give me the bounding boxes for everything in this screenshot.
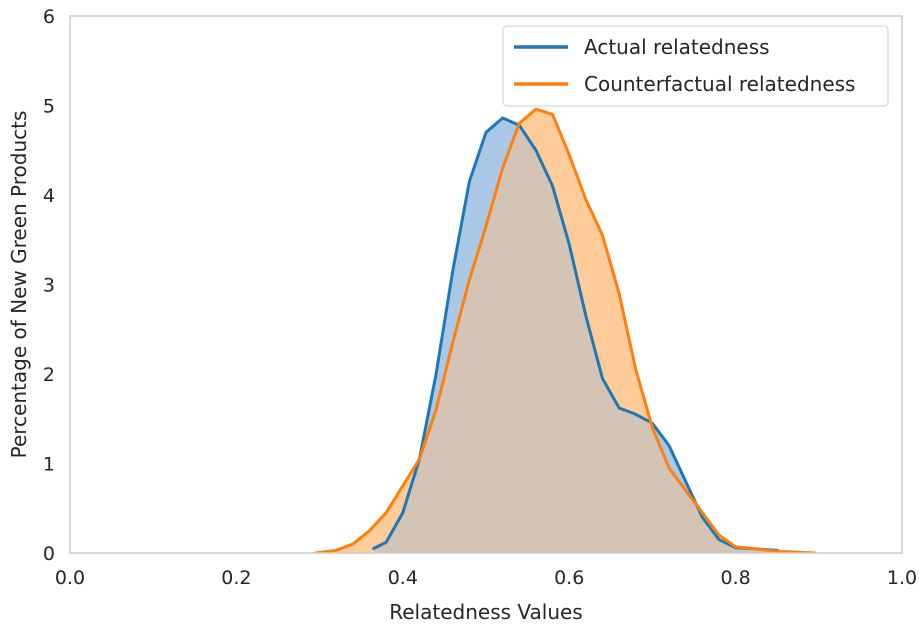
x-tick-label: 0.4 — [388, 567, 418, 589]
legend-label-actual: Actual relatedness — [584, 35, 770, 59]
fill-overlap — [373, 126, 778, 553]
axes-frame — [69, 15, 903, 554]
y-axis-ticks: 0 1 2 3 4 5 6 — [43, 6, 55, 565]
x-axis-ticks: 0.0 0.2 0.4 0.6 0.8 1.0 — [55, 567, 917, 589]
x-tick-label: 0.8 — [720, 567, 750, 589]
line-actual — [372, 116, 779, 552]
x-axis-label: Relatedness Values — [389, 600, 582, 624]
y-tick-label: 3 — [43, 275, 55, 297]
y-axis-label: Percentage of New Green Products — [7, 111, 31, 459]
x-tick-label: 0.0 — [55, 567, 85, 589]
x-tick-label: 0.6 — [554, 567, 584, 589]
density-fills — [315, 109, 815, 553]
legend: Actual relatedness Counterfactual relate… — [502, 25, 889, 107]
y-tick-label: 6 — [43, 6, 55, 28]
y-tick-label: 1 — [43, 454, 55, 476]
x-tick-label: 0.2 — [221, 567, 251, 589]
y-tick-label: 0 — [43, 543, 55, 565]
x-tick-label: 1.0 — [887, 567, 917, 589]
line-counterfactual — [313, 107, 817, 553]
y-tick-label: 2 — [43, 364, 55, 386]
y-tick-label: 4 — [43, 185, 55, 207]
legend-box — [502, 25, 889, 107]
y-tick-label: 5 — [43, 96, 55, 118]
legend-label-counterfactual: Counterfactual relatedness — [584, 72, 855, 96]
density-lines — [313, 107, 817, 553]
